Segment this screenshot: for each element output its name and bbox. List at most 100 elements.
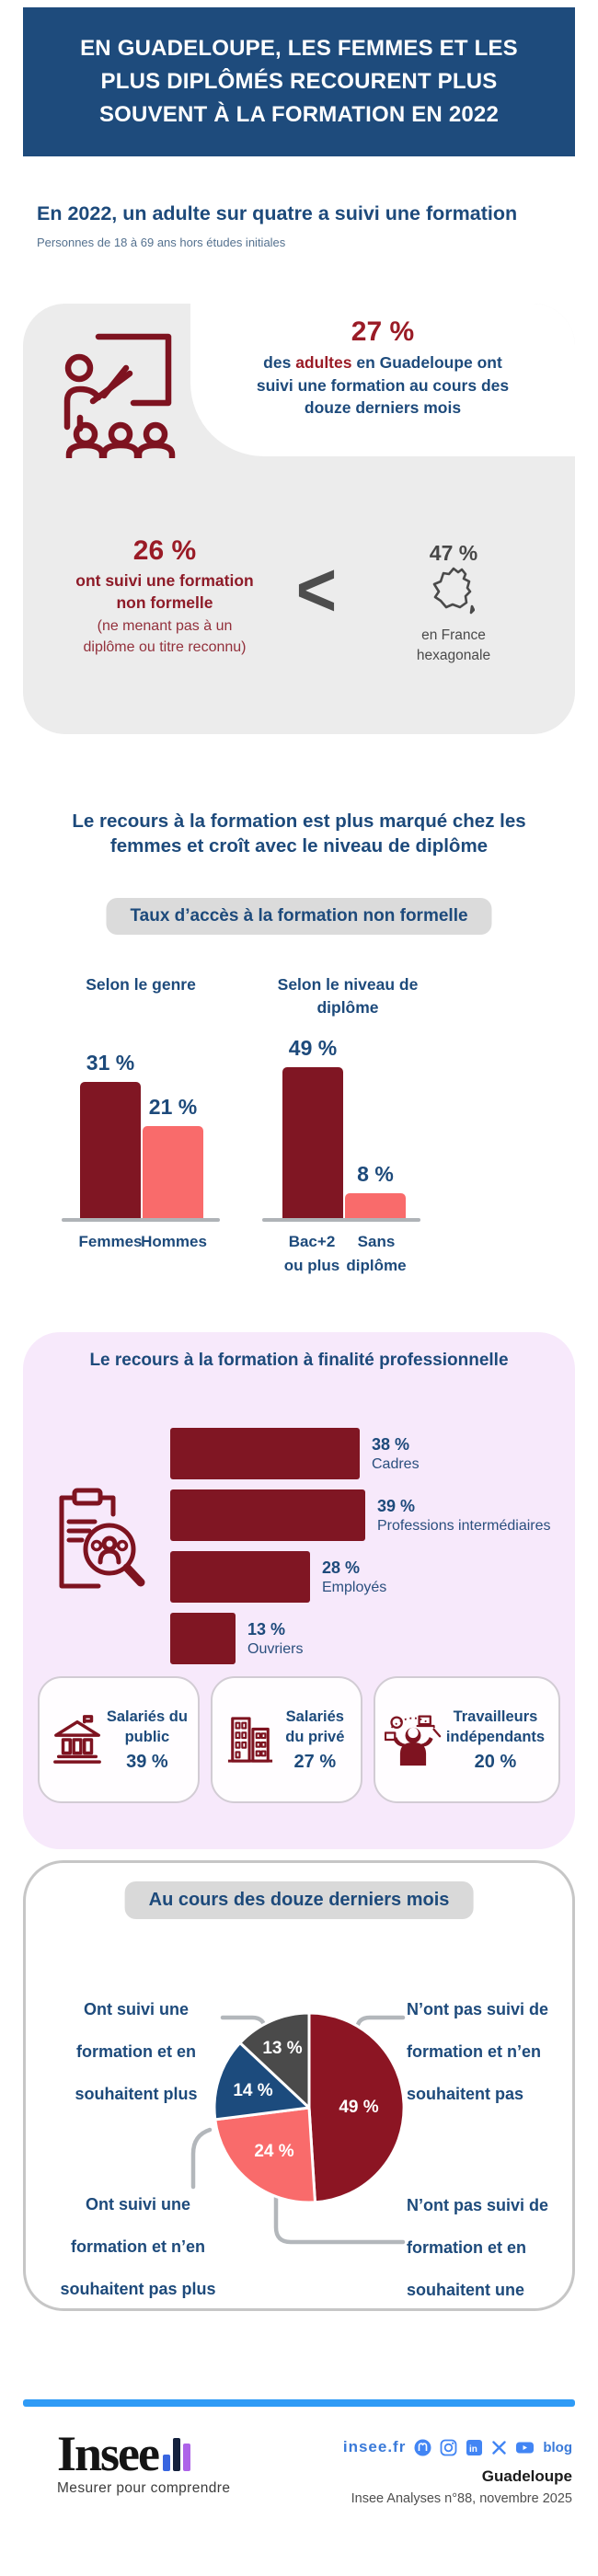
card-travailleurs-independants: Travailleurs indépendants 20 % xyxy=(373,1676,560,1803)
bar-row-cadres: 38 % Cadres xyxy=(170,1428,551,1479)
pie-slice-value-0: 49 % xyxy=(339,2098,378,2117)
intro-subheading: Personnes de 18 à 69 ans hors études ini… xyxy=(37,236,286,249)
cat-label-hommes: Hommes xyxy=(141,1233,207,1250)
cat-label-femmes: Femmes xyxy=(78,1233,143,1250)
non-formal-label: ont suivi une formation non formelle xyxy=(75,571,254,612)
france-caption: en France hexagonale xyxy=(416,627,491,663)
pie-slice-3 xyxy=(238,2011,311,2110)
cat-label-bac2: Bac+2 ou plus xyxy=(283,1233,340,1274)
pie-label-suivi-pas-plus: Ont suivi une formation et n’en souhaite… xyxy=(60,2195,216,2298)
x-icon[interactable] xyxy=(491,2440,507,2455)
professional-training-panel: Le recours à la formation à finalité pro… xyxy=(23,1332,575,1849)
training-wishes-pie-chart: 49 % 24 % 14 % 13 % xyxy=(190,2011,406,2245)
bar-value-sans-diplome: 8 % xyxy=(357,1162,394,1186)
insee-site-link[interactable]: insee.fr xyxy=(342,2438,407,2455)
card-salaries-public: Salariés du public 39 % xyxy=(38,1676,200,1803)
bar-label-ouvriers: Ouvriers xyxy=(247,1640,304,1657)
insee-tagline: Mesurer pour comprendre xyxy=(57,2480,231,2496)
bar-value-cadres: 38 % xyxy=(372,1434,410,1454)
bar-value-employes: 28 % xyxy=(322,1558,361,1577)
blog-link[interactable]: blog xyxy=(543,2439,572,2455)
occupation-bar-chart: 38 % Cadres 39 % Professions intermédiai… xyxy=(170,1428,551,1674)
card-value-public: 39 % xyxy=(126,1752,168,1773)
bar-column-bac2: 49 % xyxy=(282,1036,343,1218)
youtube-icon[interactable] xyxy=(515,2439,535,2456)
main-stat-text: des adultes en Guadeloupe ont suivi une … xyxy=(245,351,521,420)
cat-label-sans-diplome: Sans diplôme xyxy=(346,1233,407,1274)
insee-logo-bars-icon xyxy=(163,2438,190,2471)
footer-links-row: insee.fr in blog xyxy=(278,2438,572,2456)
page-title: EN GUADELOUPE, LES FEMMES ET LES PLUS DI… xyxy=(80,36,518,127)
footer-divider xyxy=(23,2399,575,2407)
bar-text-cadres: 38 % Cadres xyxy=(372,1435,420,1473)
bar-bac2 xyxy=(282,1067,343,1218)
footer-info: insee.fr in blog Guadeloupe Insee Analys… xyxy=(278,2438,572,2506)
pie-chart-panel: Au cours des douze derniers mois 49 % 24 … xyxy=(23,1860,575,2311)
card-salaries-prive: Salariés du privé 27 % xyxy=(210,1676,362,1803)
diploma-bar-chart: 49 % 8 % xyxy=(281,1006,420,1218)
access-badge: Taux d’accès à la formation non formelle xyxy=(106,898,492,935)
card-label-public: Salariés du public xyxy=(106,1708,188,1745)
bar-label-employes: Employés xyxy=(322,1579,387,1595)
bar-column-hommes: 21 % xyxy=(143,1095,203,1218)
bar-ouvriers xyxy=(170,1613,236,1664)
main-stat-text-highlight: adultes xyxy=(295,353,352,372)
pie-label-pas-suivi-souhaitent-une: N’ont pas suivi de formation et en souha… xyxy=(407,2196,549,2299)
bar-column-sans-diplome: 8 % xyxy=(345,1162,406,1218)
guadeloupe-stat: 26 % ont suivi une formation non formell… xyxy=(54,535,275,659)
gender-chart-baseline xyxy=(62,1218,220,1222)
bar-employes xyxy=(170,1551,310,1603)
main-stat-value: 27 % xyxy=(351,316,415,347)
main-stat-text-pre: des xyxy=(263,353,296,372)
card-label-prive: Salariés du privé xyxy=(285,1708,345,1745)
gender-bar-chart: 31 % 21 % xyxy=(78,1006,218,1218)
teacher-board-icon xyxy=(63,333,176,458)
pie-slice-value-1: 24 % xyxy=(254,2142,293,2161)
insee-logo: Insee Mesurer pour comprendre xyxy=(57,2429,230,2497)
buildings-icon xyxy=(222,1713,279,1766)
bar-row-employes: 28 % Employés xyxy=(170,1551,551,1603)
bar-sans-diplome xyxy=(345,1193,406,1218)
diploma-chart-title: Selon le niveau de diplôme xyxy=(277,975,419,1018)
non-formal-note: (ne menant pas à un diplôme ou titre rec… xyxy=(83,618,247,656)
status-cards: Salariés du public 39 % xyxy=(38,1676,560,1803)
bar-value-ouvriers: 13 % xyxy=(247,1619,286,1639)
pro-section-title: Le recours à la formation à finalité pro… xyxy=(89,1351,509,1370)
pie-slice-value-3: 13 % xyxy=(262,2039,302,2058)
pie-slice-2 xyxy=(213,2041,311,2122)
main-stat-bubble: 27 % des adultes en Guadeloupe ont suivi… xyxy=(190,304,575,456)
freelancer-icon xyxy=(384,1712,442,1767)
card-text-prive: Salariés du privé 27 % xyxy=(279,1707,351,1774)
bar-femmes xyxy=(80,1082,141,1218)
france-stat: 47 % en France hexagonale xyxy=(371,535,536,665)
pie-label-pas-suivi-pas-souhait: N’ont pas suivi de formation et n’en sou… xyxy=(407,2000,549,2103)
bar-label-cadres: Cadres xyxy=(372,1455,420,1472)
bar-hommes xyxy=(143,1126,203,1218)
bar-intermediaires xyxy=(170,1489,365,1541)
bar-column-femmes: 31 % xyxy=(80,1051,141,1218)
card-text-independants: Travailleurs indépendants 20 % xyxy=(442,1707,549,1774)
linkedin-icon[interactable]: in xyxy=(466,2439,483,2456)
bar-value-hommes: 21 % xyxy=(148,1095,198,1119)
bar-cadres xyxy=(170,1428,360,1479)
svg-text:in: in xyxy=(469,2444,477,2455)
header-title-banner: EN GUADELOUPE, LES FEMMES ET LES PLUS DI… xyxy=(23,7,575,156)
pie-slice-1 xyxy=(213,2106,316,2204)
bar-value-intermediaires: 39 % xyxy=(377,1496,416,1515)
bank-icon xyxy=(49,1715,106,1765)
bar-row-intermediaires: 39 % Professions intermédiaires xyxy=(170,1489,551,1541)
key-figures-panel: 27 % des adultes en Guadeloupe ont suivi… xyxy=(23,304,575,734)
france-map-icon xyxy=(432,567,476,615)
bar-value-femmes: 31 % xyxy=(86,1051,135,1075)
instagram-icon[interactable] xyxy=(440,2439,457,2456)
pie-label-suivi-souhaitent-plus: Ont suivi une formation et en souhaitent… xyxy=(75,2000,198,2103)
bar-text-employes: 28 % Employés xyxy=(322,1558,386,1596)
mastodon-icon[interactable] xyxy=(414,2439,431,2456)
france-value: 47 % xyxy=(429,541,478,565)
intro-heading: En 2022, un adulte sur quatre a suivi un… xyxy=(37,202,518,224)
comparison-row: 26 % ont suivi une formation non formell… xyxy=(23,535,575,665)
diploma-chart-baseline xyxy=(262,1218,420,1222)
section-heading-access: Le recours à la formation est plus marqu… xyxy=(72,811,526,857)
card-label-independants: Travailleurs indépendants xyxy=(445,1708,546,1745)
footer-publication: Insee Analyses n°88, novembre 2025 xyxy=(351,2491,572,2506)
